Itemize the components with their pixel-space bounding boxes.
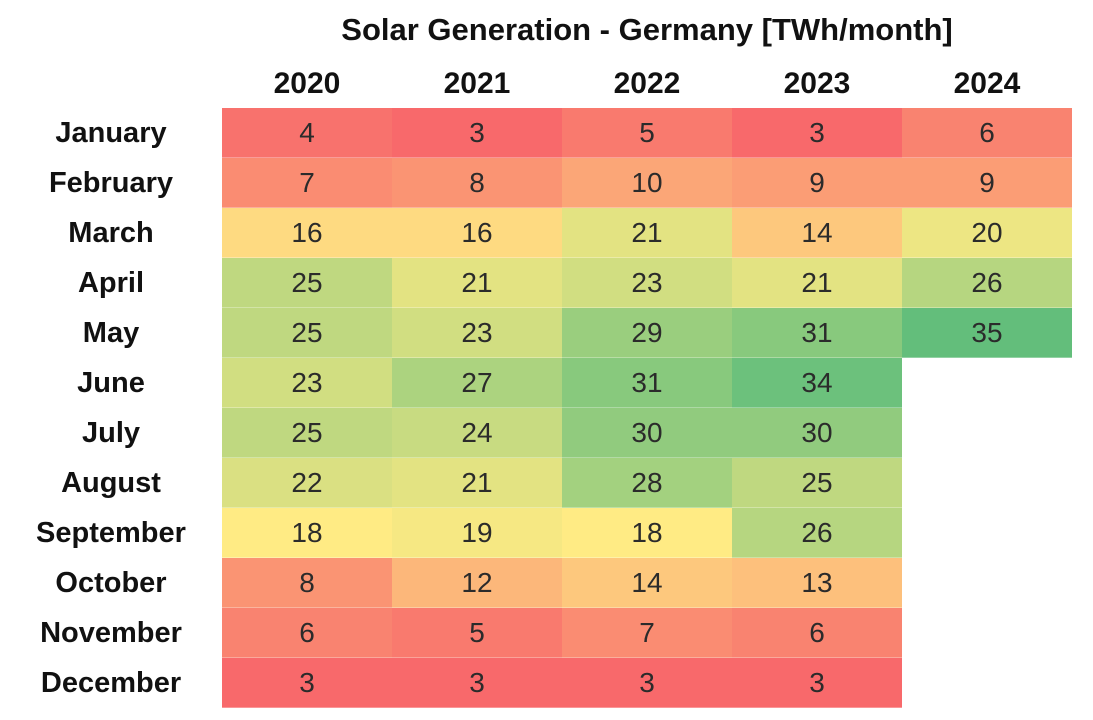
heatmap-cell: 27 [392,358,562,408]
heatmap-cell: 35 [902,308,1072,358]
heatmap-cell: 21 [732,258,902,308]
heatmap-cell: 13 [732,558,902,608]
heatmap-cell: 5 [392,608,562,658]
heatmap-grid: 2020 2021 2022 2023 2024 January 4 3 5 3 6 February… [0,56,1072,708]
heatmap-cell: 23 [562,258,732,308]
heatmap-cell: 9 [902,158,1072,208]
heatmap-cell [902,658,1072,708]
heatmap-cell: 3 [392,658,562,708]
heatmap-cell: 3 [392,108,562,158]
heatmap-cell: 18 [222,508,392,558]
heatmap-cell: 8 [222,558,392,608]
column-header-year: 2021 [443,67,511,100]
heatmap-cell: 16 [392,208,562,258]
heatmap-cell: 28 [562,458,732,508]
heatmap-cell: 24 [392,408,562,458]
heatmap-cell: 26 [732,508,902,558]
heatmap-cell: 4 [222,108,392,158]
row-label-month: April [77,266,145,299]
heatmap-cell: 22 [222,458,392,508]
heatmap-cell [902,408,1072,458]
heatmap-cell: 23 [392,308,562,358]
heatmap-cell: 3 [222,658,392,708]
heatmap-cell: 25 [222,308,392,358]
row-label-month: May [82,316,140,349]
heatmap-cell: 7 [222,158,392,208]
row-label-month: March [68,216,154,249]
heatmap-cell: 25 [222,258,392,308]
heatmap-cell: 31 [562,358,732,408]
heatmap-cell: 23 [222,358,392,408]
heatmap-cell: 29 [562,308,732,358]
heatmap-cell: 26 [902,258,1072,308]
heatmap-cell: 19 [392,508,562,558]
heatmap-cell: 16 [222,208,392,258]
heatmap-cell: 3 [732,108,902,158]
heatmap-cell: 25 [222,408,392,458]
column-header-year: 2023 [783,67,851,100]
row-label-month: August [61,466,161,499]
heatmap-cell: 3 [562,658,732,708]
heatmap-cell: 14 [562,558,732,608]
heatmap-cell: 31 [732,308,902,358]
heatmap-cell: 14 [732,208,902,258]
column-header-year: 2020 [273,67,341,100]
heatmap-cell [902,508,1072,558]
heatmap-cell: 3 [732,658,902,708]
heatmap-cell: 34 [732,358,902,408]
heatmap-cell: 30 [562,408,732,458]
heatmap-cell: 20 [902,208,1072,258]
row-label-month: September [36,516,186,549]
heatmap-cell: 8 [392,158,562,208]
row-label-month: January [55,116,167,149]
heatmap-cell: 21 [392,258,562,308]
heatmap-cell: 25 [732,458,902,508]
row-label-month: December [40,666,182,699]
heatmap-cell: 12 [392,558,562,608]
heatmap-cell: 30 [732,408,902,458]
heatmap-cell [902,558,1072,608]
heatmap-cell [902,458,1072,508]
heatmap-cell: 5 [562,108,732,158]
chart-title: Solar Generation - Germany [TWh/month] [341,12,953,47]
heatmap-cell: 21 [562,208,732,258]
column-header-year: 2024 [953,67,1021,100]
row-label-month: November [40,616,182,649]
heatmap-cell: 21 [392,458,562,508]
heatmap-cell: 7 [562,608,732,658]
row-label-month: June [77,366,145,399]
row-label-month: July [81,416,141,449]
column-header-year: 2022 [613,67,681,100]
heatmap-cell [902,608,1072,658]
heatmap-cell: 6 [902,108,1072,158]
heatmap-cell: 9 [732,158,902,208]
heatmap-cell: 10 [562,158,732,208]
heatmap-cell [902,358,1072,408]
corner-spacer [0,56,222,108]
heatmap-cell: 6 [732,608,902,658]
heatmap-cell: 18 [562,508,732,558]
row-label-month: February [48,166,174,199]
heatmap-cell: 6 [222,608,392,658]
row-label-month: October [55,566,167,599]
